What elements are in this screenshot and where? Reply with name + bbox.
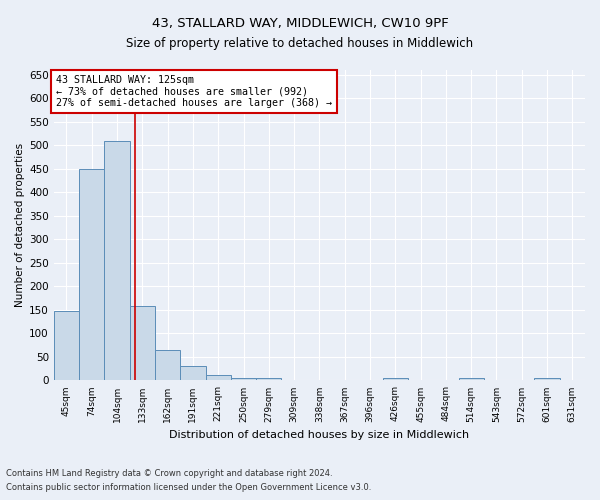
Bar — [54, 311, 79, 380]
Bar — [535, 378, 560, 380]
Bar — [79, 169, 104, 380]
Text: Size of property relative to detached houses in Middlewich: Size of property relative to detached ho… — [127, 38, 473, 51]
Bar — [383, 378, 408, 380]
Text: 43 STALLARD WAY: 125sqm
← 73% of detached houses are smaller (992)
27% of semi-d: 43 STALLARD WAY: 125sqm ← 73% of detache… — [56, 74, 332, 108]
Bar — [104, 142, 130, 380]
Bar — [458, 378, 484, 380]
Y-axis label: Number of detached properties: Number of detached properties — [15, 143, 25, 308]
Bar — [130, 306, 155, 380]
Text: 43, STALLARD WAY, MIDDLEWICH, CW10 9PF: 43, STALLARD WAY, MIDDLEWICH, CW10 9PF — [152, 18, 448, 30]
Bar — [155, 350, 180, 380]
Bar — [256, 378, 281, 380]
Bar — [180, 366, 206, 380]
Bar — [231, 378, 256, 380]
Text: Contains HM Land Registry data © Crown copyright and database right 2024.: Contains HM Land Registry data © Crown c… — [6, 468, 332, 477]
Bar — [206, 375, 231, 380]
X-axis label: Distribution of detached houses by size in Middlewich: Distribution of detached houses by size … — [169, 430, 469, 440]
Text: Contains public sector information licensed under the Open Government Licence v3: Contains public sector information licen… — [6, 484, 371, 492]
